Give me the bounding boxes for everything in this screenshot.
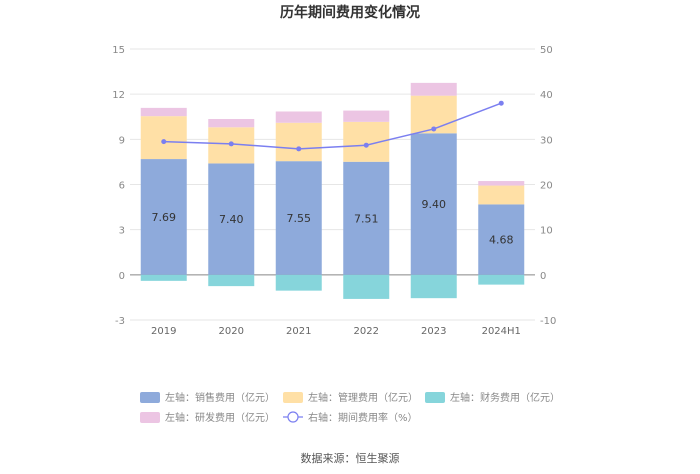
legend-entry: 右轴：期间费用率（%）: [308, 411, 418, 424]
bar-2023-s0: [410, 133, 457, 275]
bar-value-label: 7.40: [219, 213, 244, 226]
bar-2024H1-s1: [478, 185, 525, 205]
right-tick-label: 30: [540, 135, 553, 146]
source-note: 数据来源：恒生聚源: [301, 451, 400, 465]
chart-title: 历年期间费用变化情况: [280, 4, 420, 21]
bar-2022-s0: [343, 161, 390, 275]
left-tick-label: 3: [119, 226, 125, 237]
bar-value-label: 7.69: [152, 211, 177, 224]
bar-value-label: 7.51: [354, 212, 379, 225]
rate-point: [228, 141, 234, 147]
x-tick-label: 2024H1: [482, 326, 521, 337]
bar-2024H1-s2: [478, 274, 525, 285]
x-tick-label: 2019: [151, 326, 176, 337]
right-tick-label: 10: [540, 226, 553, 237]
rate-line: [161, 100, 504, 152]
right-tick-label: -10: [540, 316, 556, 327]
legend-entry: 左轴：管理费用（亿元）: [308, 391, 418, 404]
legend-swatch: [140, 412, 160, 423]
left-axis: -3 0 3 6 9 12 15: [112, 45, 125, 327]
bar-2020-s2: [208, 274, 255, 287]
rate-point: [431, 126, 437, 132]
bar-value-label: 4.68: [489, 234, 514, 247]
right-tick-label: 0: [540, 271, 546, 282]
right-tick-label: 40: [540, 90, 553, 101]
right-tick-label: 50: [540, 45, 553, 56]
bar-2022-s2: [343, 274, 390, 299]
bar-2020-s0: [208, 163, 255, 275]
rate-line-path: [163, 102, 502, 150]
left-tick-label: 9: [119, 135, 125, 146]
x-tick-label: 2023: [421, 326, 446, 337]
right-axis: -10 0 10 20 30 40 50: [540, 45, 556, 327]
legend-swatch: [283, 392, 303, 403]
rate-point: [363, 142, 369, 148]
bar-2021-s2: [275, 274, 322, 291]
bar-2023-s2: [410, 274, 457, 299]
bar-2021-s1: [275, 122, 322, 162]
bar-2022-s3: [343, 110, 390, 122]
rate-point: [161, 139, 167, 145]
left-tick-label: 6: [119, 181, 125, 192]
legend-entry: 左轴：销售费用（亿元）: [165, 391, 275, 404]
grid: [130, 48, 535, 321]
bar-2021-s0: [275, 161, 322, 275]
legend-entry: 左轴：财务费用（亿元）: [450, 391, 560, 404]
bar-2021-s3: [275, 111, 322, 123]
legend-swatch-marker: [287, 411, 299, 423]
legend: 左轴：销售费用（亿元） 左轴：管理费用（亿元） 左轴：财务费用（亿元） 左轴：研发费用…: [140, 391, 560, 424]
left-tick-label: 15: [112, 45, 125, 56]
x-tick-label: 2021: [286, 326, 311, 337]
legend-swatch: [140, 392, 160, 403]
bar-2020-s3: [208, 119, 255, 128]
right-tick-label: 20: [540, 181, 553, 192]
left-tick-label: 12: [112, 90, 125, 101]
left-tick-label: 0: [119, 271, 125, 282]
bar-value-label: 9.40: [422, 198, 447, 211]
bar-2019-s2: [140, 274, 187, 281]
rate-point: [498, 100, 504, 106]
legend-entry: 左轴：研发费用（亿元）: [165, 411, 275, 424]
bar-2019-s3: [140, 107, 187, 117]
bar-value-label: 7.55: [287, 212, 312, 225]
bar-2019-s1: [140, 116, 187, 160]
legend-swatch: [425, 392, 445, 403]
rate-point: [296, 146, 302, 152]
x-tick-label: 2020: [219, 326, 244, 337]
bar-2024H1-s3: [478, 181, 525, 186]
left-tick-label: -3: [115, 316, 125, 327]
bars: 7.69 7.40 7.55 7.51 9.40 4.68: [140, 82, 525, 299]
x-axis: 2019 2020 2021 2022 2023 2024H1: [151, 326, 521, 337]
bar-2019-s0: [140, 159, 187, 275]
x-tick-label: 2022: [354, 326, 379, 337]
bar-2023-s3: [410, 82, 457, 96]
bar-2024H1-s0: [478, 204, 525, 275]
